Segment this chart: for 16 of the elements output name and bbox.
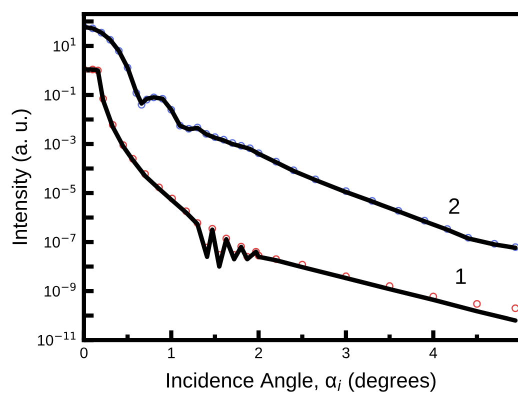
- x-tick-label: 4: [429, 348, 438, 358]
- x-tick-label: 2: [255, 347, 262, 358]
- y-tick-label: 10$^{1}$: [54, 38, 76, 52]
- x-tick-label: 3: [342, 347, 350, 358]
- x-tick-label: 0: [80, 347, 88, 358]
- x-tick-label: 1: [168, 348, 175, 358]
- y-tick-label: 10$^{−1}$: [44, 86, 76, 101]
- y-axis-title: Intensity (a. u.): [12, 109, 32, 244]
- annotation: 2: [449, 198, 460, 214]
- annotation: 1: [456, 268, 466, 284]
- y-tick-label: 10$^{−11}$: [38, 332, 76, 346]
- y-tick-label: 10$^{−7}$: [44, 234, 76, 248]
- y-tick-label: 10$^{−9}$: [44, 282, 76, 297]
- y-tick-label: 10$^{−3}$: [44, 136, 76, 150]
- x-axis-title: Incidence Angle, α$_{i}$ (degrees): [167, 372, 436, 392]
- y-tick-label: 10$^{−5}$: [44, 184, 76, 199]
